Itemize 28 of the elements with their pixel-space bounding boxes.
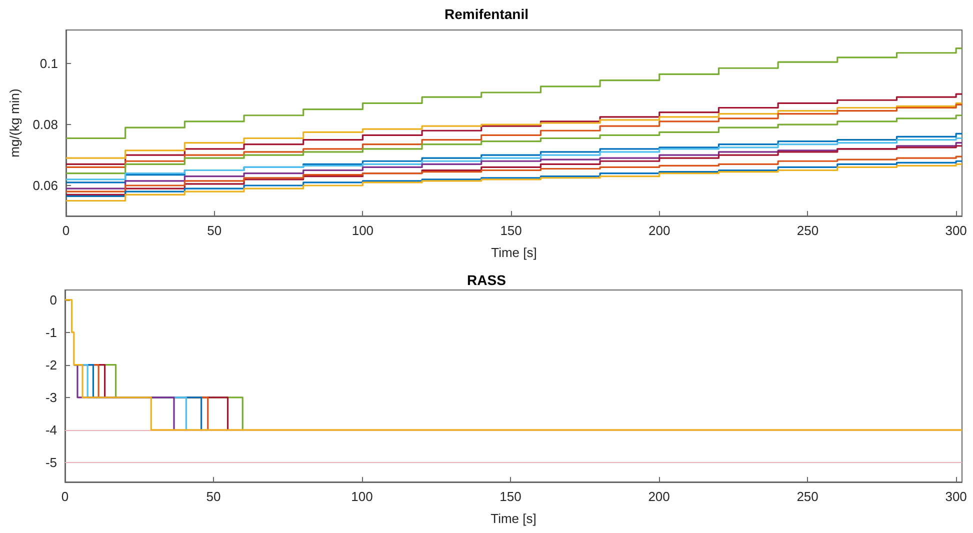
- x-axis-title: Time [s]: [491, 245, 537, 260]
- x-tick-label: 300: [945, 489, 967, 504]
- x-tick-label: 300: [945, 223, 967, 238]
- x-tick-label: 200: [648, 489, 670, 504]
- x-tick-label: 250: [796, 223, 819, 238]
- y-tick-label: -5: [45, 454, 57, 470]
- x-tick-label: 0: [61, 489, 69, 504]
- x-tick-label: 50: [206, 489, 221, 504]
- y-tick-label: -1: [45, 324, 57, 340]
- x-tick-label: 150: [500, 489, 522, 504]
- x-tick-label: 250: [796, 489, 818, 504]
- x-tick-label: 50: [207, 223, 222, 238]
- y-tick-label: -2: [45, 357, 57, 372]
- y-tick-label: 0.1: [40, 56, 58, 72]
- x-tick-label: 0: [62, 223, 70, 238]
- x-tick-label: 100: [352, 223, 374, 238]
- y-tick-label: 0: [50, 292, 57, 308]
- y-tick-label: 0.08: [32, 117, 58, 132]
- y-tick-label: -4: [45, 422, 57, 438]
- chart-title: RASS: [467, 272, 506, 288]
- x-tick-label: 100: [351, 489, 373, 504]
- x-tick-label: 150: [500, 223, 522, 238]
- y-tick-label: 0.06: [32, 178, 58, 194]
- x-axis-title: Time [s]: [490, 511, 536, 526]
- y-axis-title: mg/(kg min): [7, 88, 22, 158]
- chart-title: Remifentanil: [444, 6, 529, 22]
- y-tick-label: -3: [45, 390, 57, 405]
- x-tick-label: 200: [648, 223, 670, 238]
